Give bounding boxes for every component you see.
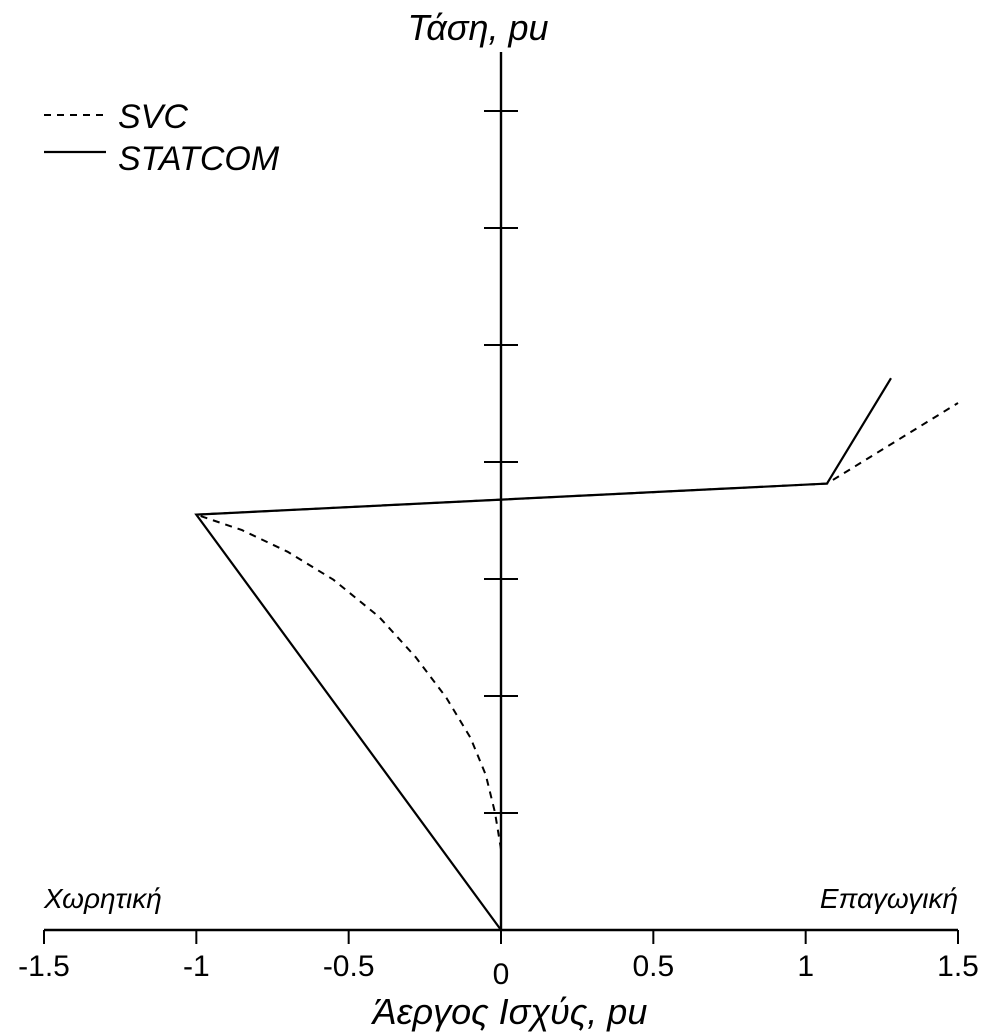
region-label-capacitive: Χωρητική: [43, 883, 162, 914]
x-axis-label: Άεργος Ισχύς, pu: [371, 991, 648, 1032]
region-label-inductive: Επαγωγική: [820, 883, 958, 914]
x-tick-label: 0.5: [632, 950, 674, 983]
x-tick-label: 0: [493, 958, 510, 991]
y-axis-label: Τάση, pu: [408, 7, 549, 48]
chart-marks: -1.5 -1 -0.5 0 0.5 1 1.5: [18, 52, 979, 991]
legend-statcom-label: STATCOM: [118, 140, 280, 178]
series-line-statcom: [194, 377, 892, 931]
series-line-svc: [195, 402, 959, 850]
legend: SVC STATCOM: [44, 98, 280, 178]
x-tick-label: 1: [797, 950, 814, 983]
x-tick-label: -0.5: [323, 950, 375, 983]
x-tick-label: -1: [183, 950, 210, 983]
x-tick-label: 1.5: [937, 950, 979, 983]
legend-svc-label: SVC: [118, 98, 188, 136]
x-tick-label: -1.5: [18, 950, 70, 983]
